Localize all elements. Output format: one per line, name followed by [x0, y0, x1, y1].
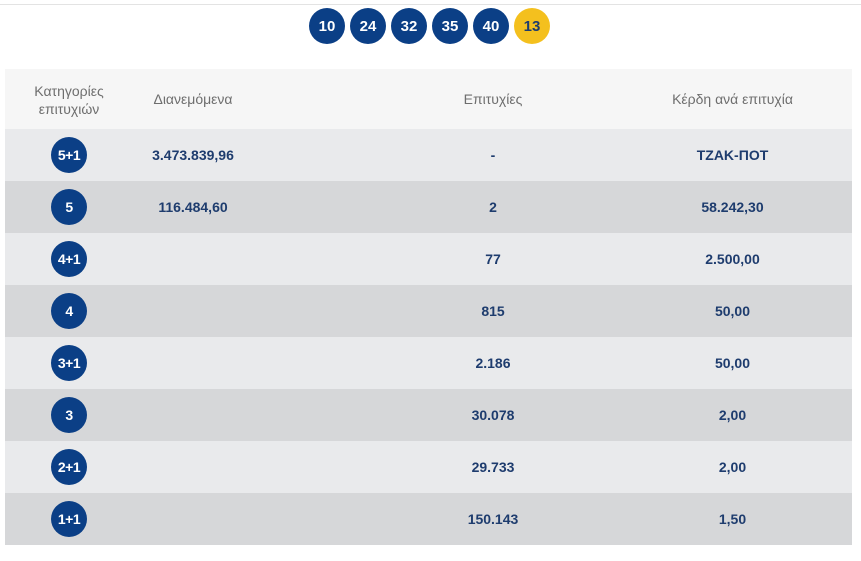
header-prize: Κέρδη ανά επιτυχία — [672, 91, 793, 107]
prize-table: Κατηγορίες επιτυχιών Διανεμόμενα Επιτυχί… — [5, 69, 852, 545]
joker-ball: 13 — [514, 8, 550, 44]
prize-cell: 2,00 — [718, 407, 747, 423]
category-badge: 3+1 — [51, 345, 87, 381]
distributed-cell: 3.473.839,96 — [152, 147, 234, 163]
category-badge: 5 — [51, 189, 87, 225]
winners-cell: 150.143 — [467, 511, 519, 527]
winners-cell: - — [490, 147, 496, 163]
table-row: 5 116.484,60 2 58.242,30 — [5, 181, 852, 233]
top-divider — [0, 4, 861, 5]
number-ball: 40 — [473, 8, 509, 44]
winners-cell: 30.078 — [471, 407, 515, 423]
header-winners: Επιτυχίες — [463, 91, 523, 107]
winning-numbers: 10 24 32 35 40 13 — [309, 8, 550, 44]
table-row: 5+1 3.473.839,96 - ΤΖΑΚ-ΠΟΤ — [5, 129, 852, 181]
prize-cell: 2,00 — [718, 459, 747, 475]
category-badge: 5+1 — [51, 137, 87, 173]
table-row: 2+1 29.733 2,00 — [5, 441, 852, 493]
prize-cell: 1,50 — [718, 511, 747, 527]
prize-cell: 50,00 — [714, 355, 751, 371]
table-row: 3 30.078 2,00 — [5, 389, 852, 441]
number-ball: 24 — [350, 8, 386, 44]
header-distributed: Διανεμόμενα — [153, 91, 233, 107]
number-ball: 32 — [391, 8, 427, 44]
winners-cell: 77 — [485, 251, 501, 267]
prize-cell: 58.242,30 — [701, 199, 764, 215]
category-badge: 3 — [51, 397, 87, 433]
winners-cell: 2 — [489, 199, 497, 215]
category-badge: 4+1 — [51, 241, 87, 277]
prize-cell: 2.500,00 — [705, 251, 760, 267]
prize-cell: ΤΖΑΚ-ΠΟΤ — [696, 147, 769, 163]
header-category-line1: Κατηγορίες — [34, 83, 104, 99]
table-header: Κατηγορίες επιτυχιών Διανεμόμενα Επιτυχί… — [5, 69, 852, 129]
category-badge: 4 — [51, 293, 87, 329]
header-category: Κατηγορίες επιτυχιών — [5, 80, 133, 118]
table-row: 1+1 150.143 1,50 — [5, 493, 852, 545]
prize-cell: 50,00 — [714, 303, 751, 319]
winners-cell: 29.733 — [471, 459, 515, 475]
category-badge: 1+1 — [51, 501, 87, 537]
category-badge: 2+1 — [51, 449, 87, 485]
table-row: 3+1 2.186 50,00 — [5, 337, 852, 389]
number-ball: 10 — [309, 8, 345, 44]
table-row: 4 815 50,00 — [5, 285, 852, 337]
number-ball: 35 — [432, 8, 468, 44]
header-category-line2: επιτυχιών — [38, 101, 100, 117]
table-row: 4+1 77 2.500,00 — [5, 233, 852, 285]
winners-cell: 815 — [481, 303, 505, 319]
winners-cell: 2.186 — [475, 355, 511, 371]
distributed-cell: 116.484,60 — [158, 199, 228, 215]
